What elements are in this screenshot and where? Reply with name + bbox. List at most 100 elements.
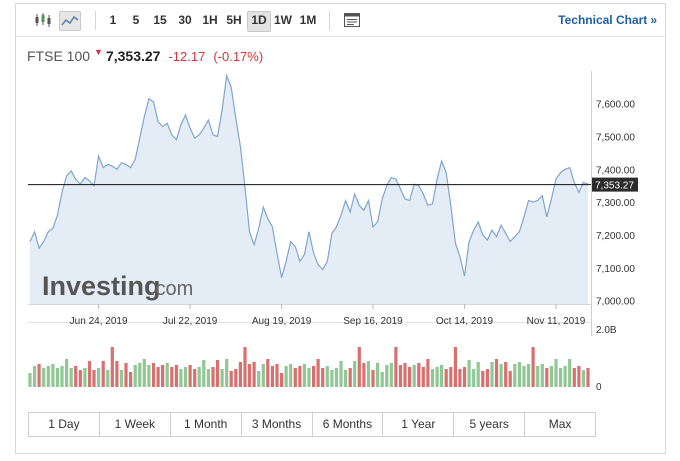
timeframe-1[interactable]: 1 — [109, 13, 117, 27]
volume-bar — [151, 363, 156, 387]
y-tick-label: 7,400.00 — [596, 165, 635, 176]
volume-bar — [193, 369, 197, 387]
volume-bar — [215, 360, 220, 387]
line-chart-icon[interactable] — [59, 11, 81, 31]
volume-bar — [33, 366, 37, 387]
volume-bar — [197, 367, 201, 387]
volume-bar — [440, 365, 444, 387]
volume-bar — [545, 368, 549, 387]
volume-bar — [42, 368, 46, 387]
price-area — [30, 75, 588, 304]
timeframe-5[interactable]: 5 — [132, 13, 140, 27]
range-selector: 1 Day 1 Week 1 Month 3 Months 6 Months 1… — [28, 412, 596, 437]
down-arrow-icon: ▼ — [94, 47, 103, 57]
volume-bar — [362, 363, 366, 387]
volume-bar — [526, 364, 531, 387]
x-tick-label: Nov 11, 2019 — [527, 316, 586, 327]
timeframe-1w[interactable]: 1W — [274, 13, 292, 27]
volume-bar — [385, 365, 389, 387]
volume-bar — [376, 363, 380, 387]
volume-bar — [142, 359, 146, 387]
volume-bar — [586, 368, 590, 387]
volume-bar — [202, 360, 206, 387]
volume-bar — [243, 347, 247, 387]
candlestick-icon[interactable] — [33, 11, 53, 29]
volume-bar — [188, 365, 192, 387]
technical-chart-link[interactable]: Technical Chart» — [558, 13, 657, 27]
volume-bar — [472, 369, 476, 387]
volume-bar — [133, 365, 137, 387]
volume-bar — [540, 364, 544, 387]
volume-bar — [60, 366, 64, 387]
y-tick-label: 7,200.00 — [596, 231, 635, 242]
timeframe-15[interactable]: 15 — [153, 13, 167, 27]
price-chart[interactable]: Investing .com 7,353.27 7,600.00 7,500.00… — [16, 36, 665, 408]
volume-bar — [220, 369, 224, 387]
timeframe-30[interactable]: 30 — [178, 13, 192, 27]
volume-bar — [266, 359, 270, 387]
range-1-week[interactable]: 1 Week — [100, 413, 171, 436]
volume-bar — [380, 372, 384, 387]
volume-bar — [366, 361, 371, 387]
volume-bar — [453, 347, 457, 387]
volume-bar — [55, 368, 59, 387]
volume-bar — [398, 365, 403, 387]
volume-bar — [462, 367, 467, 387]
volume-bar — [325, 366, 329, 387]
volume-bar — [353, 361, 357, 387]
volume-bar — [435, 367, 439, 387]
range-1-year[interactable]: 1 Year — [383, 413, 455, 436]
volume-bar — [119, 370, 124, 387]
volume-bar — [165, 363, 169, 387]
volume-bar — [293, 368, 297, 387]
timeframe-5h[interactable]: 5H — [226, 13, 242, 27]
volume-bar — [554, 359, 558, 387]
volume-bar — [577, 366, 581, 387]
instrument-name: FTSE 100 — [27, 48, 91, 64]
volume-bar — [444, 369, 448, 387]
volume-bar — [65, 359, 69, 387]
y-tick-label: 7,500.00 — [596, 132, 635, 143]
range-5-years[interactable]: 5 years — [454, 413, 526, 436]
volume-bar — [559, 368, 563, 387]
volume-bar — [494, 359, 499, 387]
volume-bar — [549, 366, 553, 387]
volume-bar — [517, 362, 521, 387]
volume-bar — [289, 364, 293, 387]
volume-bar — [106, 370, 110, 387]
toolbar-divider — [95, 11, 96, 30]
range-1-month[interactable]: 1 Month — [171, 413, 242, 436]
volume-bar — [417, 363, 421, 387]
volume-bar — [129, 372, 133, 387]
volume-bar — [261, 364, 265, 387]
range-1-day[interactable]: 1 Day — [29, 413, 100, 436]
volume-bar — [344, 370, 348, 387]
volume-bar — [74, 366, 78, 387]
range-3-months[interactable]: 3 Months — [242, 413, 313, 436]
volume-bar — [572, 368, 576, 387]
range-max[interactable]: Max — [548, 417, 572, 431]
volume-bar — [421, 367, 425, 387]
quote-header: FTSE 100 ▼ 7,353.27 -12.17 (-0.17%) — [27, 47, 263, 65]
timeframe-1m[interactable]: 1M — [299, 13, 317, 27]
volume-bar — [522, 366, 526, 387]
volume-bar — [481, 371, 485, 387]
volume-bar — [229, 371, 233, 387]
volume-bar — [51, 364, 55, 387]
y-tick-label: 7,600.00 — [596, 100, 635, 111]
volume-bar — [270, 366, 274, 387]
volume-scale-label: 2.0B — [596, 325, 617, 336]
volume-bar — [156, 367, 160, 387]
timeframe-1d[interactable]: 1D — [247, 11, 271, 32]
volume-bar — [110, 347, 114, 387]
volume-bar — [412, 365, 416, 387]
timeframe-1h[interactable]: 1H — [202, 13, 218, 27]
last-price-tag: 7,353.27 — [592, 177, 638, 192]
volume-bar — [426, 359, 430, 387]
volume-bar — [508, 371, 512, 387]
window-icon[interactable] — [342, 11, 362, 29]
range-6-months[interactable]: 6 Months — [313, 413, 384, 436]
volume-bar — [83, 368, 87, 387]
volume-bar — [275, 364, 279, 387]
volume-bar — [147, 365, 151, 387]
